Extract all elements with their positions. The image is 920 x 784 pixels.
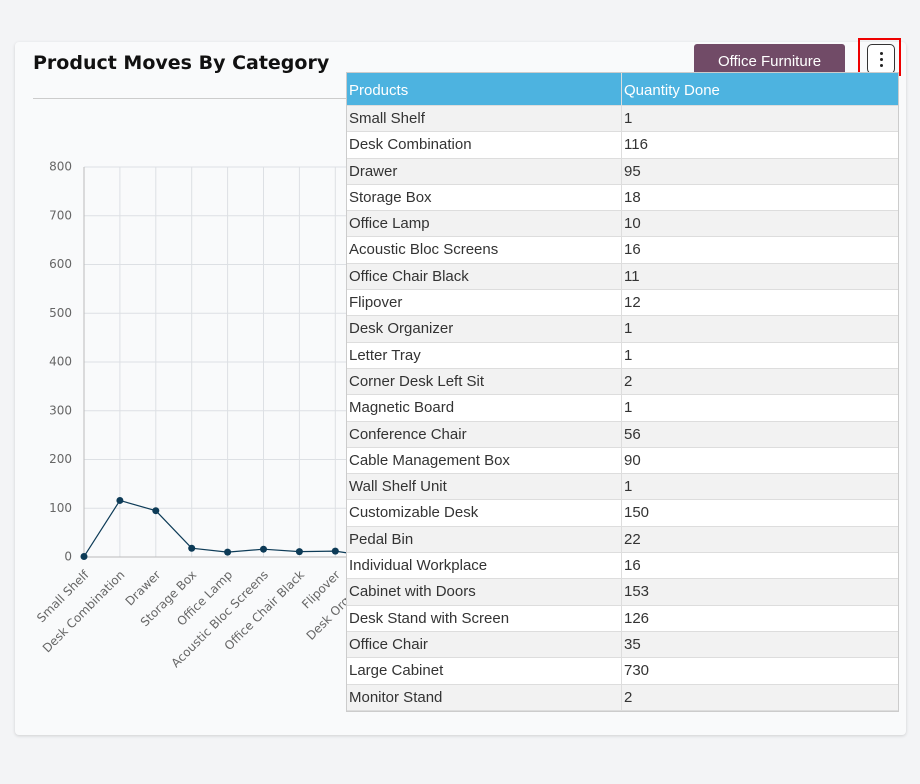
card-title: Product Moves By Category: [33, 52, 330, 74]
product-cell: Small Shelf: [347, 106, 622, 132]
table-row: Letter Tray 1: [347, 342, 898, 369]
quantity-cell: 56: [624, 425, 641, 443]
point: [116, 496, 124, 504]
quantity-cell: 153: [624, 583, 650, 601]
quantity-cell: 16: [624, 557, 641, 575]
table-row: Desk Combination 116: [347, 132, 898, 159]
quantity-cell: 95: [624, 162, 641, 180]
product-cell: Large Cabinet: [347, 658, 622, 684]
data-table: Products Quantity Done Small Shelf 1 Desk Co…: [346, 72, 899, 712]
point: [295, 548, 303, 556]
product-cell: Pedal Bin: [347, 526, 622, 553]
product-cell: Flipover: [347, 290, 622, 316]
column-header: Products: [347, 73, 622, 105]
point: [224, 548, 232, 556]
table-row: Desk Organizer 1: [347, 316, 898, 343]
product-cell: Monitor Stand: [347, 684, 622, 710]
product-cell: Desk Stand with Screen: [347, 605, 622, 631]
product-cell: Acoustic Bloc Screens: [347, 237, 622, 263]
y-tick-label: 400: [49, 355, 72, 369]
table-row: Small Shelf 1: [347, 106, 898, 133]
quantity-cell: 2: [624, 372, 633, 390]
table-row: Office Chair 35: [347, 631, 898, 659]
product-cell: Drawer: [347, 158, 622, 184]
table-row: Large Cabinet 730: [347, 658, 898, 685]
y-tick-label: 100: [49, 501, 72, 515]
quantity-cell: 1: [624, 399, 633, 417]
product-cell: Customizable Desk: [347, 500, 622, 526]
table-row: Wall Shelf Unit 1: [347, 474, 898, 501]
quantity-cell: 2: [624, 688, 633, 706]
quantity-cell: 126: [624, 609, 650, 627]
column-header: Quantity Done: [624, 82, 720, 99]
table-row: Desk Stand with Screen 126: [347, 605, 898, 632]
point: [152, 507, 160, 515]
product-cell: Storage Box: [347, 184, 622, 211]
product-cell: Office Chair Black: [347, 263, 622, 290]
quantity-cell: 18: [624, 188, 641, 206]
highlight-box: [858, 38, 901, 76]
y-tick-label: 500: [49, 306, 72, 320]
table-row: Cabinet with Doors 153: [347, 579, 898, 606]
table-row: Flipover 12: [347, 290, 898, 317]
product-cell: Letter Tray: [347, 342, 622, 368]
table-row: Individual Workplace 16: [347, 553, 898, 580]
point: [188, 544, 196, 552]
quantity-cell: 11: [624, 267, 640, 285]
y-tick-label: 200: [49, 452, 72, 466]
y-tick-label: 600: [49, 257, 72, 271]
product-cell: Desk Organizer: [347, 316, 622, 342]
table-row: Office Lamp 10: [347, 211, 898, 238]
quantity-cell: 16: [624, 241, 641, 259]
quantity-cell: 1: [624, 320, 633, 338]
y-tick-label: 800: [49, 160, 72, 174]
table-row: Customizable Desk 150: [347, 500, 898, 527]
table-row: Pedal Bin 22: [347, 526, 898, 554]
quantity-cell: 150: [624, 504, 650, 522]
menu-button[interactable]: [867, 44, 895, 74]
table-row: Magnetic Board 1: [347, 395, 898, 422]
quantity-cell: 116: [624, 136, 648, 154]
point: [331, 547, 339, 555]
product-cell: Individual Workplace: [347, 553, 622, 579]
product-cell: Office Chair: [347, 631, 622, 658]
product-cell: Cabinet with Doors: [347, 579, 622, 605]
quantity-cell: 35: [624, 635, 641, 653]
y-tick-label: 300: [49, 403, 72, 417]
quantity-cell: 22: [624, 530, 641, 548]
point: [80, 553, 88, 561]
product-cell: Wall Shelf Unit: [347, 474, 622, 500]
product-cell: Office Lamp: [347, 211, 622, 237]
product-cell: Desk Combination: [347, 132, 622, 158]
table-row: Monitor Stand 2: [347, 684, 898, 711]
product-cell: Corner Desk Left Sit: [347, 368, 622, 395]
y-tick-label: 700: [49, 208, 72, 222]
quantity-cell: 90: [624, 451, 641, 469]
quantity-cell: 1: [624, 478, 633, 496]
quantity-cell: 1: [624, 346, 633, 364]
point: [260, 545, 267, 553]
table-row: Office Chair Black 11: [347, 263, 898, 291]
table-row: Storage Box 18: [347, 184, 898, 212]
table-row: Cable Management Box 90: [347, 447, 898, 475]
table-row: Acoustic Bloc Screens 16: [347, 237, 898, 264]
quantity-cell: 1: [624, 110, 633, 127]
table-row: Drawer 95: [347, 158, 898, 185]
quantity-cell: 12: [624, 294, 641, 312]
table-row: Corner Desk Left Sit 2: [347, 368, 898, 396]
dropdown-label: Office Furniture: [717, 53, 822, 70]
y-tick-label: 0: [64, 550, 72, 564]
quantity-cell: 730: [624, 662, 650, 680]
quantity-cell: 10: [624, 215, 641, 233]
product-cell: Conference Chair: [347, 421, 622, 447]
product-cell: Magnetic Board: [347, 395, 622, 421]
table-header: Products Quantity Done: [347, 73, 898, 106]
product-cell: Cable Management Box: [347, 447, 622, 474]
table-row: Conference Chair 56: [347, 421, 898, 448]
